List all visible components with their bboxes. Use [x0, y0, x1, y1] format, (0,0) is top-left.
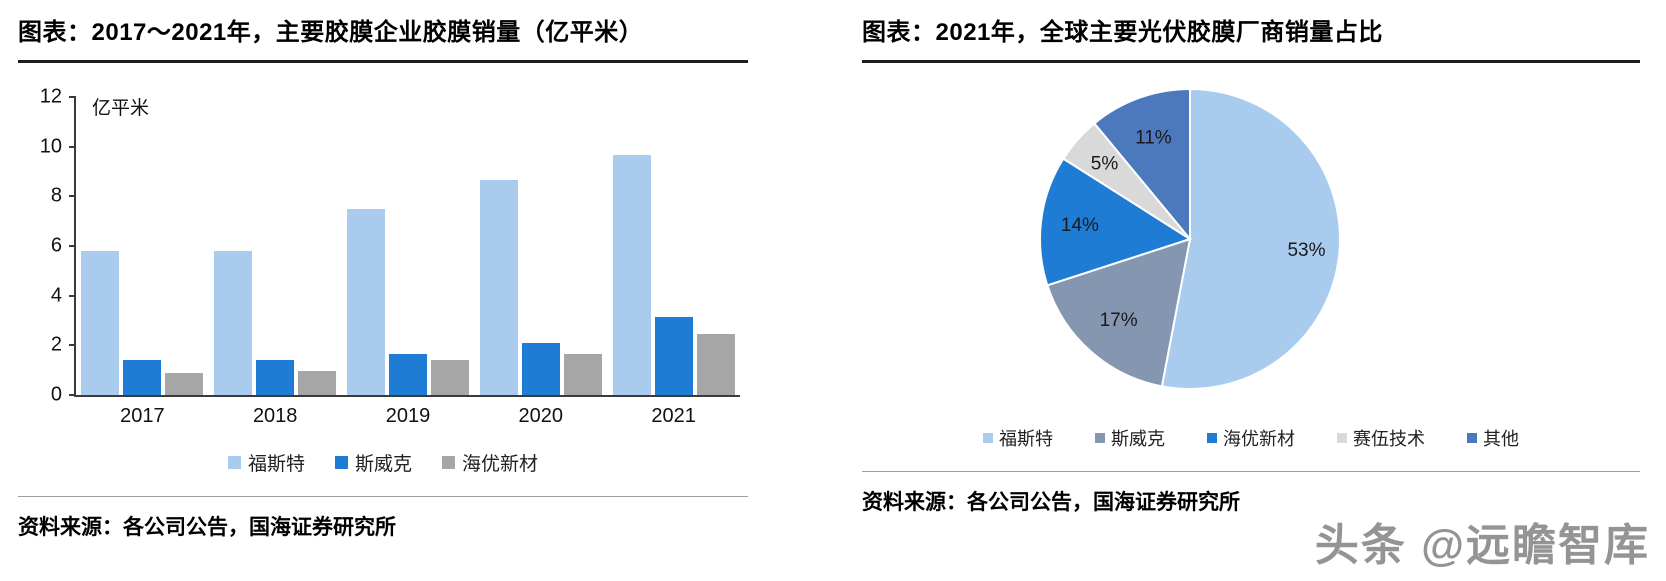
left-chart-title: 图表：2017～2021年，主要胶膜企业胶膜销量（亿平米） — [18, 19, 644, 46]
bar-segment-福斯特 — [214, 250, 253, 395]
bar-segment-福斯特 — [479, 180, 518, 395]
pie-plot: 53% 17% 14% 5% 11% — [862, 77, 1640, 407]
pie-slice-海优新材 — [1039, 157, 1193, 287]
bar-segment-斯威克 — [521, 342, 560, 395]
watermark: 头条 @远瞻智库 — [1314, 521, 1650, 570]
legend-marker — [1207, 433, 1217, 443]
legend-marker — [227, 456, 241, 469]
x-category-label: 2020 — [518, 405, 564, 427]
legend-item: 其他 — [1467, 425, 1519, 451]
legend-item: 斯威克 — [1095, 425, 1165, 451]
right-source-text: 资料来源：各公司公告，国海证券研究所 — [862, 471, 1640, 516]
bar-segment-海优新材 — [165, 372, 204, 395]
legend-item: 福斯特 — [227, 449, 305, 476]
y-tick-mark — [69, 394, 76, 396]
legend-label: 其他 — [1483, 429, 1519, 449]
bar-group: 2019 — [342, 97, 475, 427]
legend-label: 斯威克 — [354, 454, 412, 475]
legend-label: 海优新材 — [462, 454, 539, 475]
x-category-label: 2017 — [120, 405, 165, 427]
pie-slice-斯威克 — [1046, 237, 1192, 388]
legend-item: 海优新材 — [442, 449, 538, 476]
y-tick-label: 4 — [50, 284, 62, 307]
y-tick-label: 10 — [39, 135, 62, 158]
legend-marker — [1467, 433, 1477, 443]
bar-segment-斯威克 — [123, 360, 162, 395]
x-category-label: 2021 — [651, 405, 696, 427]
legend-label: 福斯特 — [247, 454, 305, 475]
right-chart-title: 图表：2021年，全球主要光伏胶膜厂商销量占比 — [862, 19, 1383, 46]
pie-data-label: 53% — [1287, 240, 1325, 261]
pie-data-label: 17% — [1100, 310, 1138, 331]
legend-item: 海优新材 — [1207, 425, 1295, 451]
y-tick-mark — [69, 145, 76, 148]
pie-svg: 53% 17% 14% 5% 11% — [1039, 87, 1342, 390]
legend-item: 斯威克 — [334, 449, 412, 476]
pie-legend: 福斯特 斯威克 海优新材 赛伍技术 其他 — [862, 425, 1640, 451]
bar-segment-海优新材 — [298, 371, 337, 395]
y-tick-mark — [69, 195, 76, 198]
legend-marker — [983, 433, 993, 443]
x-category-label: 2018 — [252, 405, 298, 427]
bar-group: 2018 — [209, 97, 342, 427]
bar-segment-斯威克 — [256, 360, 295, 395]
legend-label: 赛伍技术 — [1353, 429, 1425, 449]
legend-label: 福斯特 — [999, 429, 1053, 449]
y-tick-label: 0 — [50, 383, 62, 406]
legend-marker — [442, 456, 455, 469]
bar-segment-福斯特 — [612, 155, 651, 395]
pie-data-label: 14% — [1061, 215, 1099, 236]
bar-segment-斯威克 — [388, 354, 427, 395]
legend-label: 海优新材 — [1223, 429, 1295, 449]
right-title-rule — [862, 60, 1640, 63]
legend-item: 福斯特 — [983, 425, 1053, 451]
y-tick-mark — [69, 294, 76, 297]
y-tick-label: 6 — [50, 234, 62, 257]
y-tick-mark — [69, 96, 76, 98]
legend-marker — [1337, 433, 1347, 443]
legend-item: 赛伍技术 — [1337, 425, 1425, 451]
y-tick-mark — [69, 245, 76, 247]
y-tick-mark — [69, 344, 76, 347]
pie-slice-福斯特 — [1160, 87, 1342, 390]
bar-group: 2021 — [607, 97, 740, 427]
legend-label: 斯威克 — [1111, 429, 1165, 449]
x-category-label: 2019 — [385, 405, 431, 427]
legend-marker — [1095, 433, 1105, 443]
y-tick-label: 2 — [50, 333, 62, 356]
left-title-rule — [18, 60, 748, 63]
legend-marker — [334, 456, 348, 469]
y-axis-unit-label: 亿平米 — [92, 98, 150, 119]
bar-group: 2017 — [76, 97, 209, 427]
bar-segment-福斯特 — [346, 208, 385, 395]
left-source-text: 资料来源：各公司公告，国海证券研究所 — [18, 496, 748, 541]
bar-legend: 福斯特 斯威克 海优新材 — [18, 449, 748, 476]
y-tick-label: 12 — [39, 85, 62, 108]
bar-segment-福斯特 — [81, 250, 120, 395]
bar-plot: 亿平米 0 2 4 6 8 10 12 2017 2018 2019 2020 2021 — [40, 86, 740, 427]
bar-segment-海优新材 — [563, 354, 602, 395]
bar-segment-海优新材 — [696, 334, 735, 395]
pie-slice-其他 — [1092, 87, 1191, 242]
bar-segment-海优新材 — [430, 360, 469, 395]
right-chart-panel: 图表：2021年，全球主要光伏胶膜厂商销量占比 53% 17% 14% 5% 11% 福… — [862, 12, 1640, 516]
left-chart-panel: 图表：2017～2021年，主要胶膜企业胶膜销量（亿平米） 亿平米 0 2 4 6 8 1… — [18, 12, 748, 541]
pie-data-label: 5% — [1091, 154, 1119, 175]
bar-segment-斯威克 — [654, 316, 693, 395]
y-tick-label: 8 — [50, 184, 62, 207]
pie-data-label: 11% — [1135, 127, 1172, 148]
bar-group: 2020 — [474, 97, 607, 427]
